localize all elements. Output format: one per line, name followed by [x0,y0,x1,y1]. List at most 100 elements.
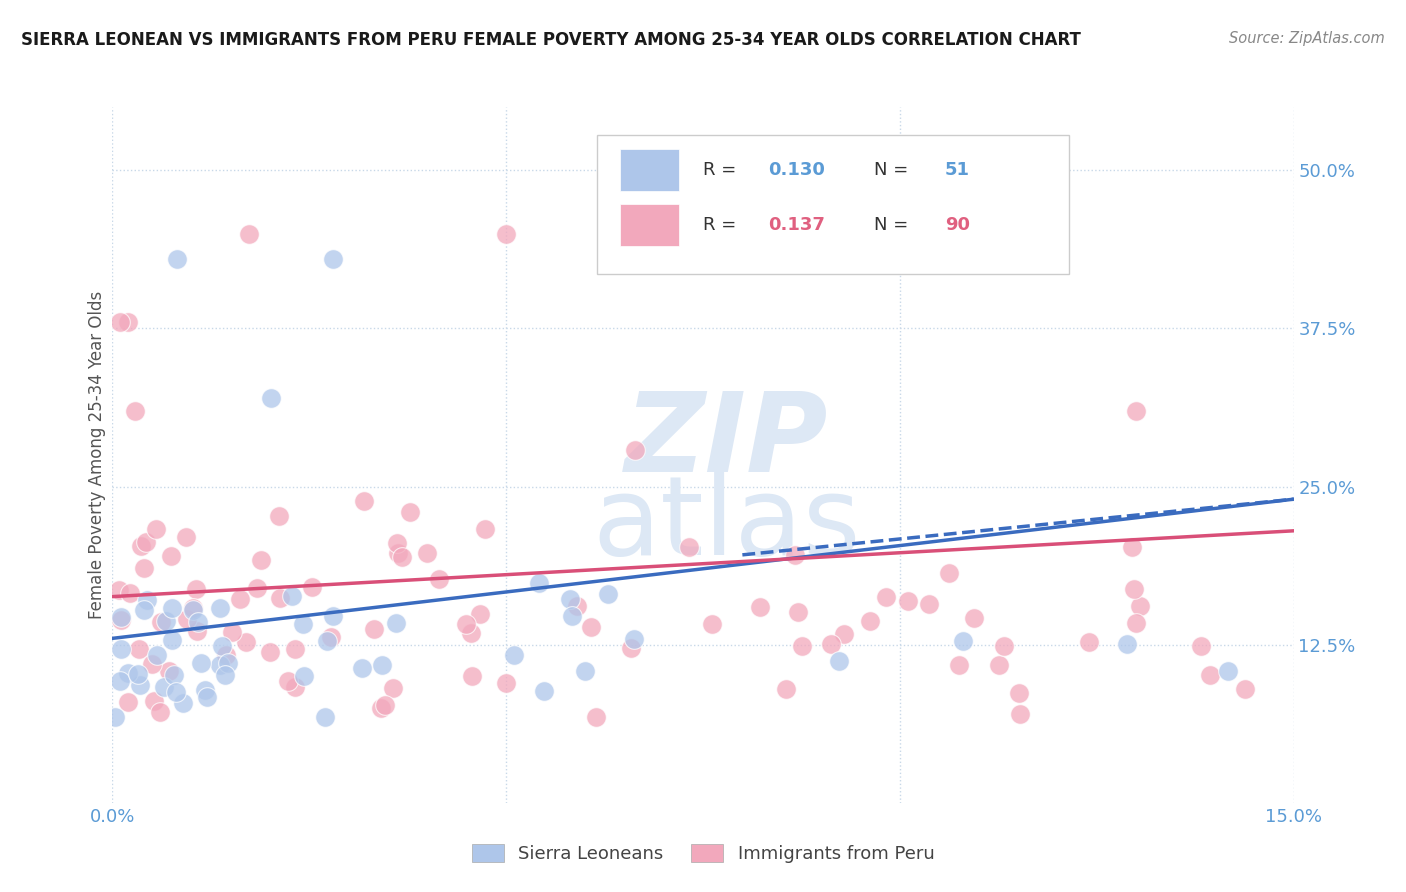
Point [384,615,406,630]
Point [176,612,198,626]
Point [468,607,491,622]
Point [117,315,139,329]
Point [165,685,187,699]
Point [118,585,141,599]
Point [143,694,166,708]
Point [194,683,217,698]
Point [128,678,150,692]
Point [387,546,409,560]
Point [1121,540,1143,554]
Point [427,572,450,586]
Point [1122,582,1144,596]
Text: N =: N = [875,217,908,235]
Point [110,642,132,657]
Point [174,530,197,544]
Point [787,606,810,620]
Point [291,616,314,631]
Point [155,614,177,628]
Point [259,644,281,658]
Point [527,575,550,590]
Point [181,603,204,617]
Point [678,541,700,555]
Point [160,632,183,647]
Point [124,403,146,417]
Point [1129,599,1152,614]
Point [284,680,307,694]
Point [585,709,607,723]
Point [565,599,588,613]
Point [749,600,772,615]
Point [129,539,152,553]
Point [108,315,131,329]
Point [260,391,283,405]
Point [574,664,596,678]
Point [399,506,422,520]
Point [107,583,129,598]
Point [281,589,304,603]
Point [322,252,344,266]
Text: 0.137: 0.137 [768,217,825,235]
Point [353,493,375,508]
Text: ZIP: ZIP [624,387,828,494]
Point [374,698,396,712]
Point [370,701,392,715]
Point [381,681,404,695]
Point [385,535,408,549]
Point [146,648,169,662]
Point [292,669,315,683]
Text: R =: R = [703,161,742,178]
Point [134,603,156,617]
Point [624,442,647,457]
Point [952,633,974,648]
Point [166,252,188,266]
Point [987,658,1010,673]
Point [160,601,183,615]
Point [963,610,986,624]
Text: N =: N = [875,161,908,178]
Point [149,705,172,719]
Point [110,673,132,688]
Point [238,227,260,241]
Point [104,710,127,724]
Point [917,597,939,611]
Point [775,681,797,696]
Point [181,601,204,615]
Point [314,709,336,723]
Point [456,617,478,632]
Point [132,560,155,574]
Text: Source: ZipAtlas.com: Source: ZipAtlas.com [1229,31,1385,46]
Point [948,657,970,672]
Point [495,227,517,241]
Text: R =: R = [703,217,742,235]
Point [269,591,291,605]
Point [859,614,882,628]
Point [321,631,343,645]
Point [135,534,157,549]
Point [250,553,273,567]
FancyBboxPatch shape [596,135,1069,274]
Point [157,664,180,678]
Point [135,593,157,607]
Point [284,642,307,657]
Point [110,613,132,627]
Text: SIERRA LEONEAN VS IMMIGRANTS FROM PERU FEMALE POVERTY AMONG 25-34 YEAR OLDS CORR: SIERRA LEONEAN VS IMMIGRANTS FROM PERU F… [21,31,1081,49]
Point [197,690,219,704]
Point [208,601,231,615]
Point [1233,682,1256,697]
Point [141,657,163,672]
Point [503,648,526,662]
Point [127,667,149,681]
Point [391,549,413,564]
Point [1078,634,1101,648]
Point [277,674,299,689]
Point [187,615,209,630]
Point [579,620,602,634]
Point [820,637,842,651]
Point [208,657,231,672]
Point [160,549,183,564]
Point [235,635,257,649]
Text: 90: 90 [945,217,970,235]
Point [186,624,208,638]
Legend: Sierra Leoneans, Immigrants from Peru: Sierra Leoneans, Immigrants from Peru [464,837,942,871]
Point [416,546,439,560]
